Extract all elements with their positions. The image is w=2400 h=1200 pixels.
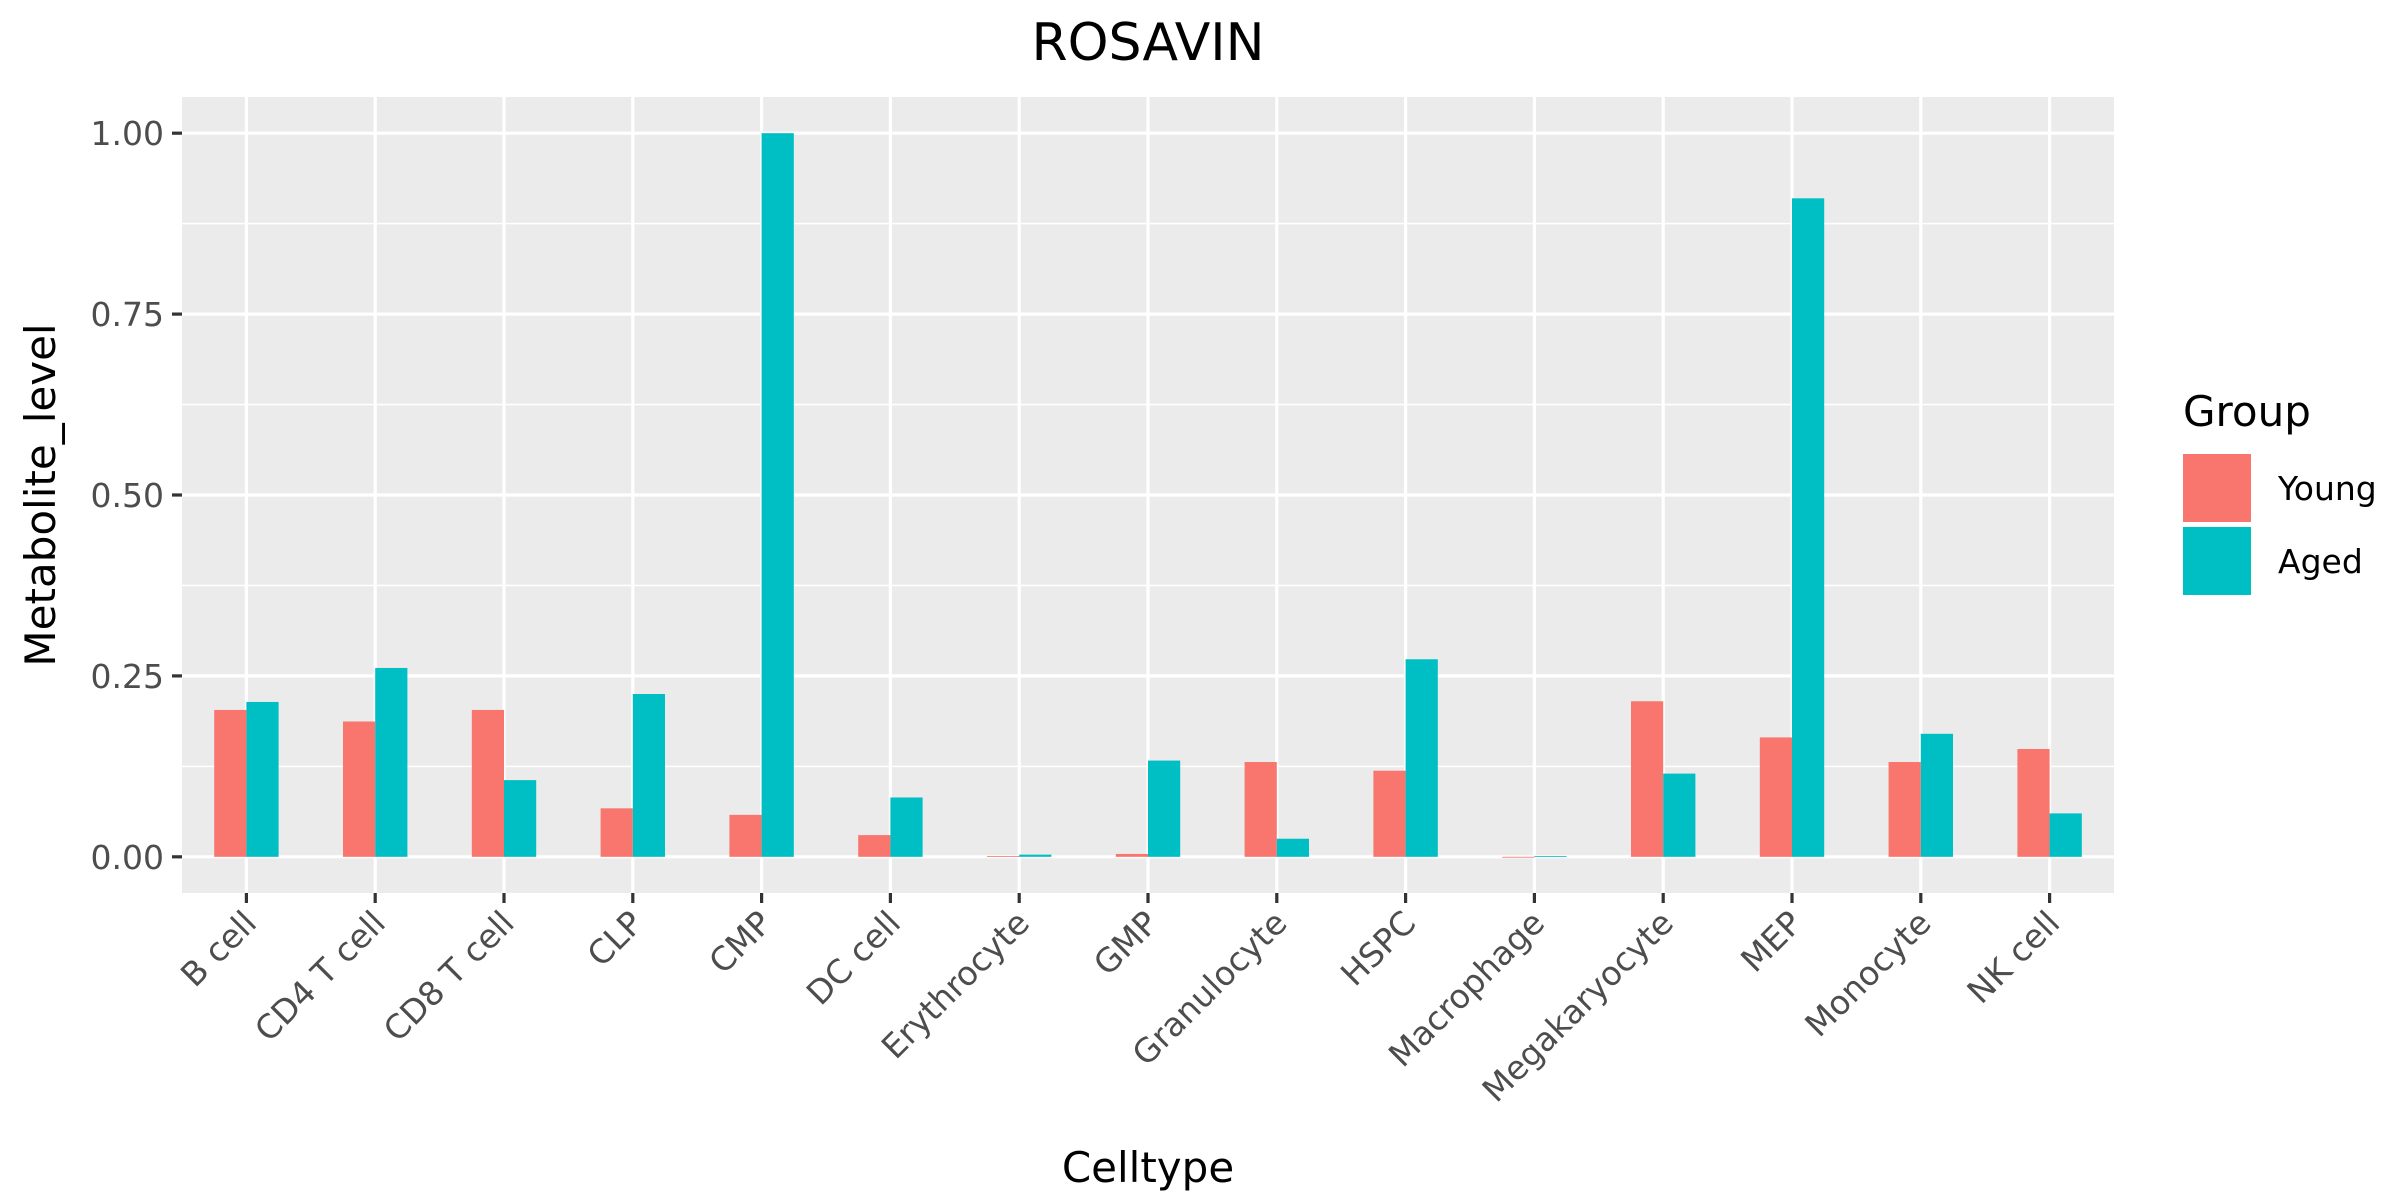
y-tick-label: 0.25 <box>91 657 164 696</box>
bar-young-monocyte <box>1888 762 1921 857</box>
x-tick-label: NK cell <box>1959 903 2067 1011</box>
y-tick-label: 1.00 <box>91 114 164 153</box>
bar-young-granulocyte <box>1244 762 1277 857</box>
x-tick-label: CD4 T cell <box>247 903 393 1049</box>
bar-aged-cd8-t-cell <box>504 780 537 857</box>
bar-aged-clp <box>632 694 665 857</box>
x-tick-label: CD8 T cell <box>376 903 522 1049</box>
bar-young-nk-cell <box>2017 748 2050 857</box>
bar-young-cd8-t-cell <box>471 709 504 857</box>
bar-aged-gmp <box>1148 760 1181 857</box>
x-tick-label: Monocyte <box>1797 903 1938 1044</box>
y-tick-label: 0.00 <box>91 838 164 877</box>
y-tick-label: 0.75 <box>91 295 164 334</box>
y-tick-label: 0.50 <box>91 476 164 515</box>
bar-aged-mep <box>1792 198 1825 857</box>
legend: Group Young Aged <box>2183 387 2377 595</box>
legend-label-young: Young <box>2277 469 2377 508</box>
bar-aged-granulocyte <box>1276 838 1309 857</box>
x-tick-label: CMP <box>701 903 779 981</box>
bar-aged-hspc <box>1405 659 1438 857</box>
bar-young-dc-cell <box>858 835 891 857</box>
bar-aged-megakaryocyte <box>1663 773 1696 857</box>
bar-young-erythrocyte <box>987 856 1020 857</box>
x-tick-label: B cell <box>173 903 264 994</box>
bar-aged-erythrocyte <box>1019 854 1052 857</box>
bar-young-cmp <box>729 814 762 857</box>
legend-label-aged: Aged <box>2278 542 2363 581</box>
bar-young-gmp <box>1115 853 1148 857</box>
bar-aged-macrophage <box>1534 856 1567 857</box>
bar-young-megakaryocyte <box>1631 701 1664 857</box>
bar-young-hspc <box>1373 770 1406 857</box>
y-axis: 0.00 0.25 0.50 0.75 1.00 <box>91 114 182 877</box>
legend-title: Group <box>2183 387 2311 436</box>
bar-aged-cd4-t-cell <box>375 667 408 857</box>
bar-young-mep <box>1759 737 1792 857</box>
y-axis-title: Metabolite_level <box>16 323 65 666</box>
bar-aged-dc-cell <box>890 797 923 857</box>
bar-aged-cmp <box>761 133 794 857</box>
bar-young-clp <box>600 808 633 857</box>
bars <box>214 133 2082 858</box>
legend-key-aged <box>2183 527 2251 595</box>
bar-aged-nk-cell <box>2049 813 2082 857</box>
x-tick-label: MEP <box>1733 903 1810 980</box>
x-tick-label: CLP <box>580 903 651 974</box>
bar-young-cd4-t-cell <box>343 721 376 857</box>
bar-young-macrophage <box>1502 856 1535 858</box>
x-axis-title: Celltype <box>1062 1143 1234 1192</box>
x-tick-label: HSPC <box>1333 903 1423 993</box>
legend-key-young <box>2183 454 2251 522</box>
bar-aged-b-cell <box>246 701 279 857</box>
chart-title: ROSAVIN <box>1031 13 1264 73</box>
x-tick-label: DC cell <box>799 903 908 1012</box>
bar-aged-monocyte <box>1920 733 1953 857</box>
bar-young-b-cell <box>214 709 247 857</box>
x-tick-label: GMP <box>1086 903 1166 983</box>
